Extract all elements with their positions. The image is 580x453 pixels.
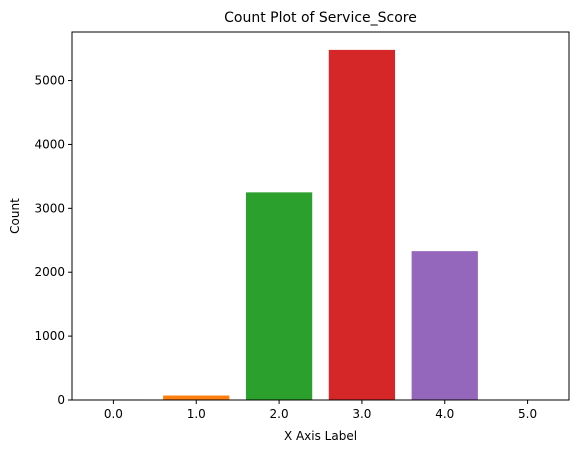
bar-1.0 (163, 395, 230, 400)
x-tick-label: 4.0 (435, 407, 454, 421)
bar-3.0 (328, 49, 396, 401)
x-axis-label: X Axis Label (284, 429, 357, 443)
y-tick-label: 4000 (34, 137, 65, 151)
x-axis-ticks: 0.0 1.0 2.0 3.0 4.0 5.0 (104, 400, 537, 421)
x-tick-label: 1.0 (187, 407, 206, 421)
x-tick-label: 5.0 (518, 407, 537, 421)
bar-4.0 (411, 251, 478, 400)
y-tick-label: 1000 (34, 329, 65, 343)
bar-2.0 (245, 192, 313, 400)
y-tick-label: 2000 (34, 265, 65, 279)
plot-area-background (72, 32, 569, 400)
x-tick-label: 3.0 (352, 407, 371, 421)
x-tick-label: 2.0 (270, 407, 289, 421)
y-tick-label: 3000 (34, 201, 65, 215)
x-tick-label: 0.0 (104, 407, 123, 421)
y-tick-label: 0 (57, 393, 65, 407)
y-tick-label: 5000 (34, 74, 65, 88)
y-axis-label: Count (8, 198, 22, 234)
plot-frame (71, 31, 570, 401)
chart-title: Count Plot of Service_Score (224, 10, 417, 26)
y-axis-ticks: 0 1000 2000 3000 4000 5000 (34, 74, 72, 407)
bars-group (80, 49, 561, 401)
